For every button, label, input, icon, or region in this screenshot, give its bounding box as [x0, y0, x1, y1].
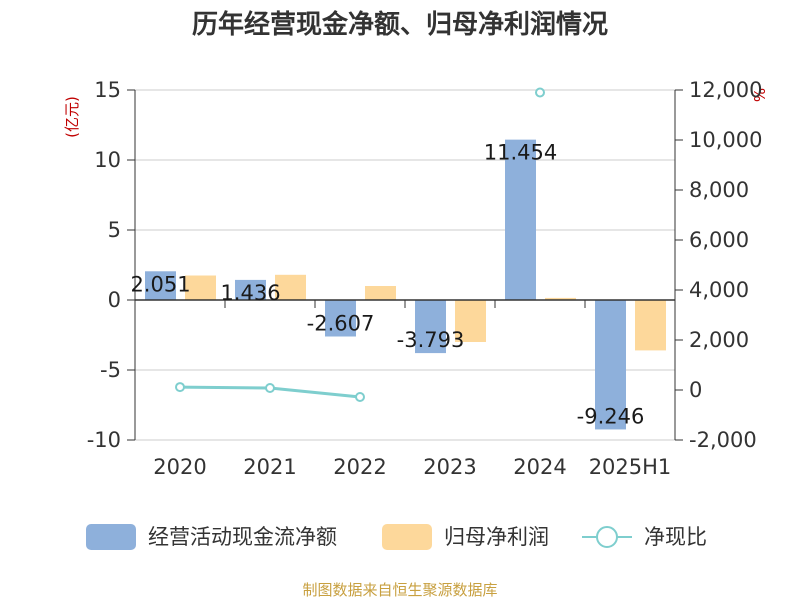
chart-title: 历年经营现金净额、归母净利润情况 [192, 9, 608, 40]
category-label: 2021 [243, 455, 296, 479]
bar-netprofit [275, 274, 306, 300]
right-tick-label: 2,000 [689, 328, 749, 352]
line-series [175, 87, 545, 402]
category-label: 2020 [153, 455, 206, 479]
axes [127, 89, 683, 441]
right-axis-unit: % [750, 88, 768, 102]
legend-swatch-ratio-marker [596, 526, 618, 548]
data-label: 11.454 [484, 141, 557, 165]
data-label: 2.051 [130, 272, 190, 296]
tick-labels: 15 10 5 0 -5 -10 12,000 10,000 8,000 6,000 4,000 2,… [87, 78, 763, 479]
ratio-point [355, 392, 365, 402]
right-tick-label: 12,000 [689, 78, 762, 102]
bar-cashflow [145, 271, 176, 300]
data-label: -3.793 [397, 328, 465, 352]
bar-netprofit [455, 300, 486, 342]
bar-cashflow [415, 300, 446, 354]
ratio-point [535, 87, 545, 98]
bar-marks [145, 139, 666, 430]
left-axis-unit: (亿元) [63, 96, 81, 138]
data-label: 1.436 [220, 281, 280, 305]
right-tick-label: 6,000 [689, 228, 749, 252]
data-labels: 2.051 1.436 -2.607 -3.793 11.454 -9.246 [130, 141, 644, 429]
gridlines [135, 89, 675, 441]
category-label: 2024 [513, 455, 566, 479]
ratio-point [175, 382, 185, 393]
category-label: 2022 [333, 455, 386, 479]
bar-cashflow [235, 279, 266, 300]
data-label: -2.607 [307, 311, 375, 335]
legend-swatch-netprofit [382, 524, 432, 550]
legend-label-cashflow: 经营活动现金流净额 [148, 525, 337, 549]
right-tick-label: -2,000 [689, 428, 757, 452]
bar-cashflow [595, 300, 626, 430]
left-tick-label: 5 [108, 218, 121, 242]
category-label: 2023 [423, 455, 476, 479]
category-label: 2025H1 [589, 455, 672, 479]
bar-netprofit [365, 286, 396, 300]
right-tick-label: 4,000 [689, 278, 749, 302]
bar-cashflow [505, 139, 536, 300]
left-tick-label: 10 [94, 148, 121, 172]
bar-cashflow [325, 300, 356, 337]
source-note: 制图数据来自恒生聚源数据库 [302, 581, 497, 599]
left-tick-label: -5 [100, 358, 121, 382]
right-tick-label: 10,000 [689, 128, 762, 152]
bar-netprofit [185, 275, 216, 300]
left-tick-label: -10 [87, 428, 121, 452]
legend: 经营活动现金流净额 归母净利润 净现比 [86, 524, 707, 550]
legend-label-netprofit: 归母净利润 [444, 525, 549, 549]
legend-label-ratio: 净现比 [644, 525, 707, 549]
right-tick-label: 0 [689, 378, 702, 402]
bar-netprofit [545, 297, 576, 300]
right-tick-label: 8,000 [689, 178, 749, 202]
left-tick-label: 15 [94, 78, 121, 102]
ratio-point [265, 383, 275, 393]
bar-netprofit [635, 300, 666, 351]
left-tick-label: 0 [108, 288, 121, 312]
data-label: -9.246 [577, 404, 645, 428]
legend-swatch-cashflow [86, 524, 136, 550]
